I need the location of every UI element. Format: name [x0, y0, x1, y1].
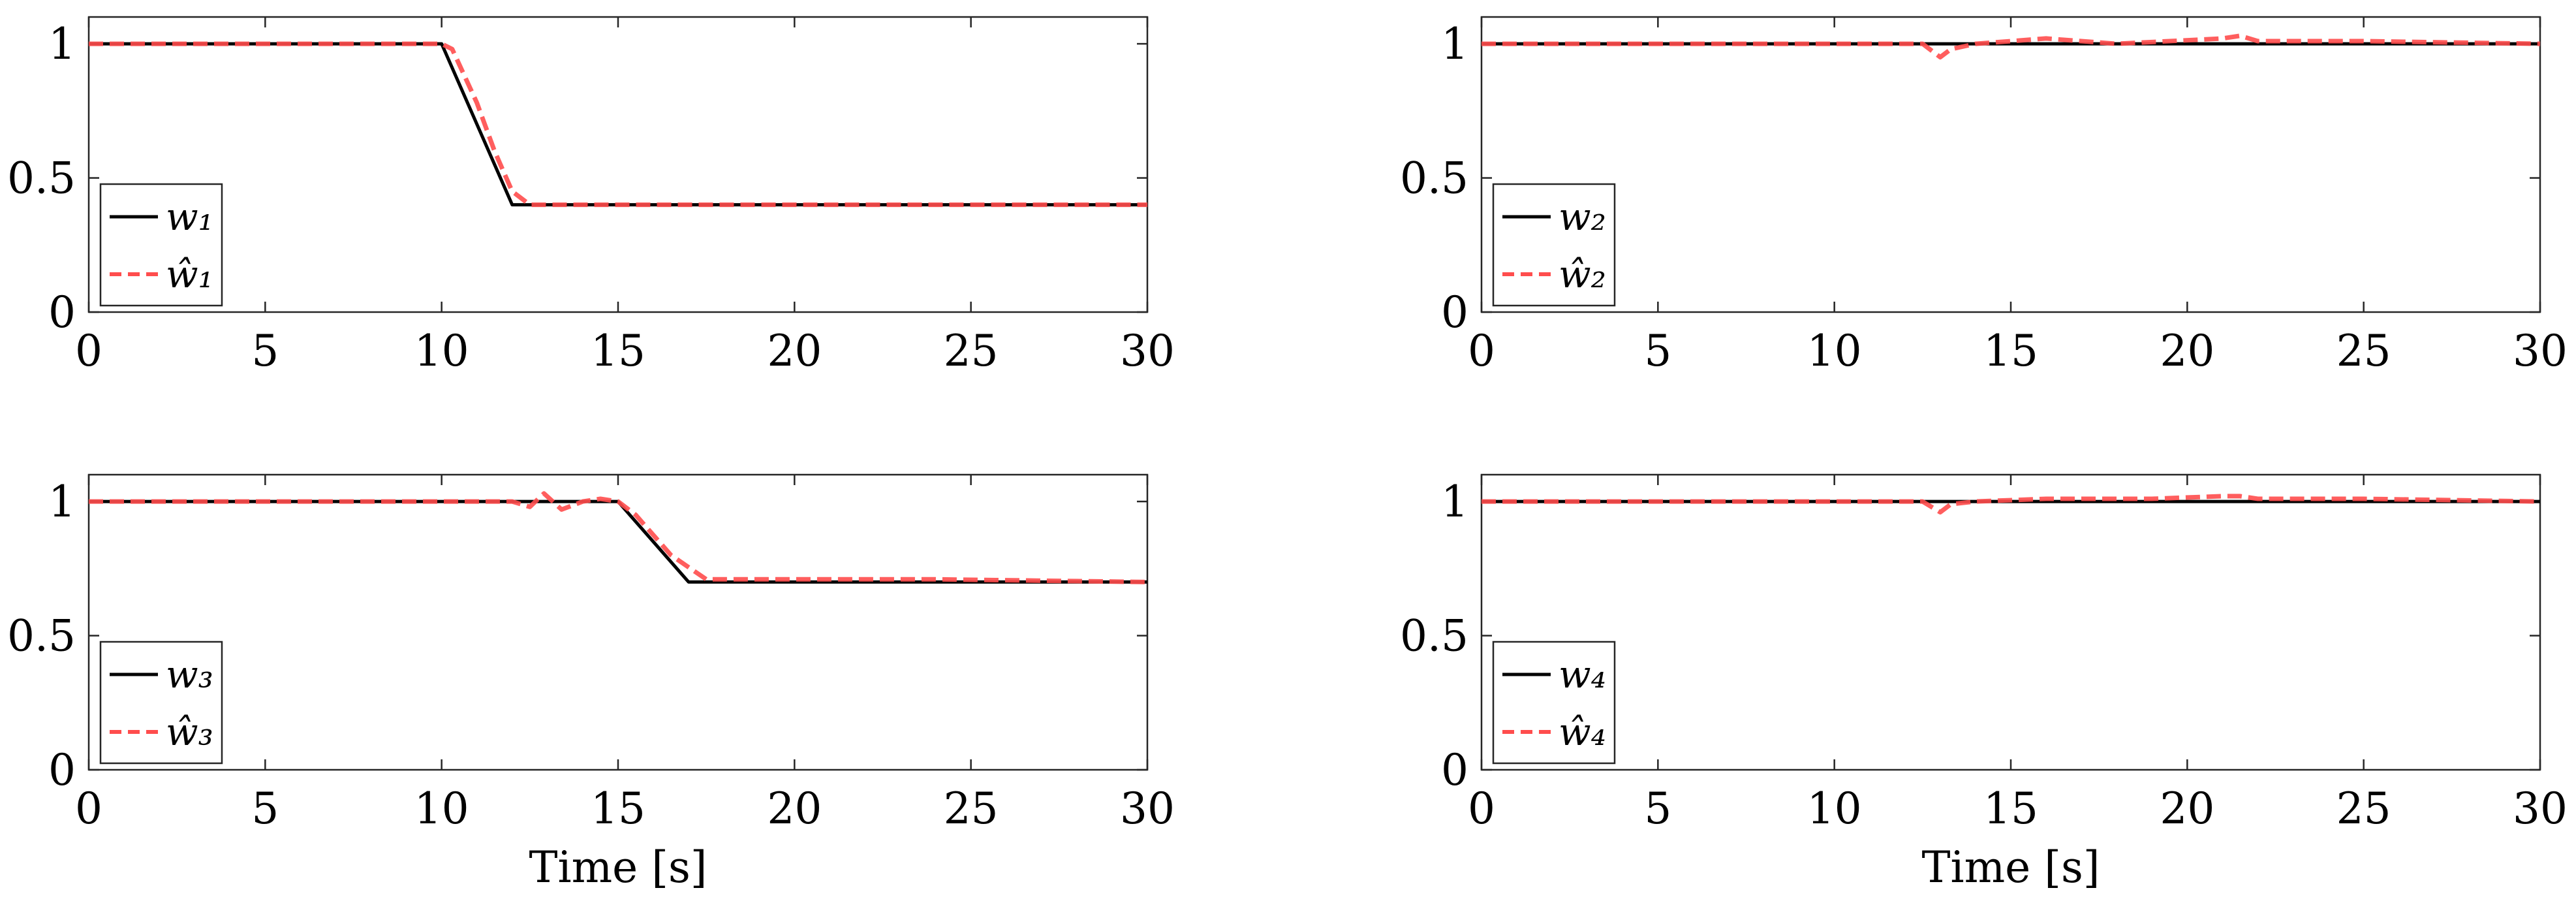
- x-tick-label: 5: [251, 326, 279, 376]
- y-tick-label: 0.5: [7, 153, 76, 204]
- legend-label: w₃: [166, 652, 213, 697]
- legend: w₃ ŵ₃: [99, 641, 223, 765]
- legend-label: w₁: [166, 195, 213, 239]
- x-tick-label: 20: [2160, 326, 2214, 376]
- x-tick-label: 5: [251, 783, 279, 834]
- x-tick-label: 25: [944, 326, 999, 376]
- legend-box: [99, 183, 223, 307]
- y-tick-label: 1: [1441, 477, 1468, 527]
- x-tick-label: 15: [591, 326, 645, 376]
- x-axis-label: Time [s]: [529, 842, 707, 893]
- series-line-ŵ1: [89, 41, 1147, 208]
- legend-label: ŵ₁: [166, 252, 213, 296]
- legend-label: w₄: [1559, 652, 1606, 697]
- subplot-1: 0 5 10 15 20 25 30 0 0.5 1 w₁ ŵ₁: [7, 16, 1175, 376]
- x-tick-label: 10: [414, 783, 469, 834]
- subplot-2: 0 5 10 15 20 25 30 0 0.5 1 w₂ ŵ₂: [1400, 16, 2568, 376]
- legend-label: w₂: [1559, 195, 1606, 239]
- x-tick-label: 30: [2513, 783, 2568, 834]
- x-tick-label: 5: [1644, 783, 1671, 834]
- x-tick-label: 25: [944, 783, 999, 834]
- x-tick-label: 0: [1468, 326, 1495, 376]
- x-tick-label: 5: [1644, 326, 1671, 376]
- x-tick-label: 20: [767, 326, 822, 376]
- legend: w₄ ŵ₄: [1492, 641, 1616, 765]
- y-tick-label: 0: [1441, 287, 1468, 338]
- subplot-4: 0 5 10 15 20 25 30 0 0.5 1 w₄ ŵ₄ Time [s]: [1400, 473, 2568, 893]
- series-line-ŵ4: [1482, 494, 2541, 514]
- x-tick-label: 15: [1983, 783, 2038, 834]
- x-tick-label: 30: [1120, 326, 1175, 376]
- legend-box: [1492, 641, 1616, 765]
- y-tick-label: 0.5: [1400, 611, 1468, 661]
- x-tick-label: 0: [75, 783, 102, 834]
- y-tick-label: 0.5: [7, 611, 76, 661]
- x-tick-label: 30: [1120, 783, 1175, 834]
- y-tick-label: 1: [48, 19, 76, 69]
- legend-label: ŵ₃: [166, 710, 213, 754]
- axes-frame: [1480, 473, 2541, 771]
- y-tick-label: 1: [1441, 19, 1468, 69]
- x-tick-label: 15: [1983, 326, 2038, 376]
- y-tick-label: 0: [1441, 745, 1468, 795]
- x-axis-label: Time [s]: [1921, 842, 2100, 893]
- series-line-ŵ3: [89, 491, 1148, 584]
- x-tick-label: 10: [1807, 326, 1862, 376]
- subplot-3: 0 5 10 15 20 25 30 0 0.5 1 w₃ ŵ₃ Time [s]: [7, 473, 1175, 893]
- x-tick-label: 20: [2160, 783, 2214, 834]
- y-tick-label: 0.5: [1400, 153, 1468, 204]
- y-tick-label: 0: [48, 287, 76, 338]
- x-tick-label: 20: [767, 783, 822, 834]
- x-tick-label: 25: [2336, 326, 2391, 376]
- series-line-ŵ2: [1482, 33, 2541, 60]
- y-tick-label: 0: [48, 745, 76, 795]
- x-tick-label: 25: [2336, 783, 2391, 834]
- legend-box: [1492, 183, 1616, 307]
- legend-label: ŵ₄: [1559, 710, 1606, 754]
- x-tick-label: 10: [1807, 783, 1862, 834]
- x-tick-label: 10: [414, 326, 469, 376]
- legend-label: ŵ₂: [1559, 252, 1606, 296]
- axes-frame: [87, 16, 1149, 313]
- legend-box: [99, 641, 223, 765]
- legend: w₂ ŵ₂: [1492, 183, 1616, 307]
- x-tick-label: 30: [2513, 326, 2568, 376]
- axes-frame: [87, 473, 1149, 771]
- y-tick-label: 1: [48, 477, 76, 527]
- legend: w₁ ŵ₁: [99, 183, 223, 307]
- x-tick-label: 15: [591, 783, 645, 834]
- axes-frame: [1480, 16, 2541, 313]
- x-tick-label: 0: [1468, 783, 1495, 834]
- x-tick-label: 0: [75, 326, 102, 376]
